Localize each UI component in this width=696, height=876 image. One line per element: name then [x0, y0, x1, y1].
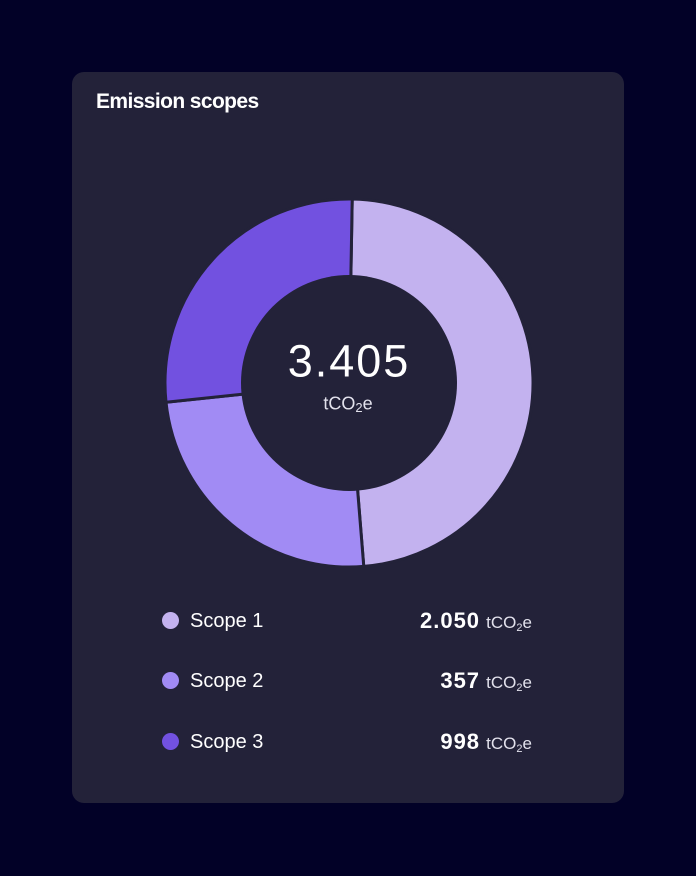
svg-text:tCO2e: tCO2e — [323, 393, 372, 415]
svg-text:3.405: 3.405 — [287, 335, 410, 386]
